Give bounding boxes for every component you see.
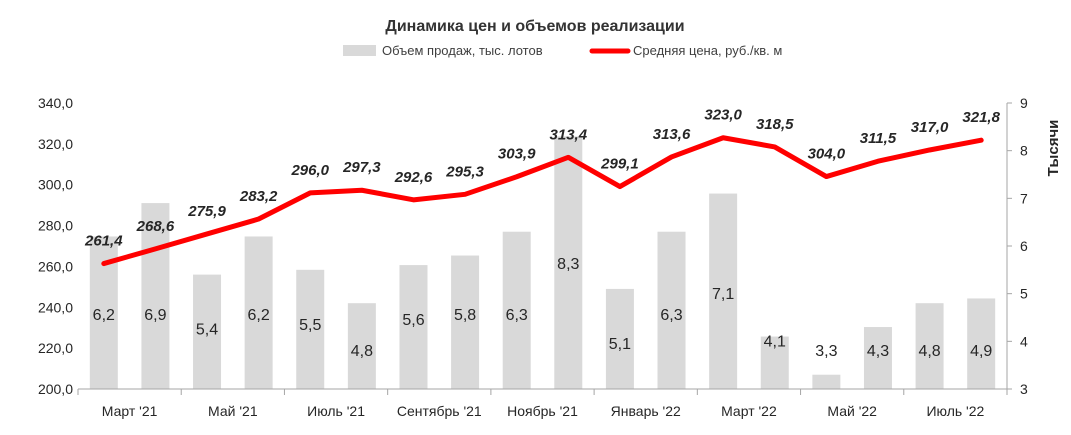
price-value-label: 268,6	[136, 218, 175, 235]
price-value-label: 311,5	[860, 130, 897, 147]
x-tick-label: Июль '21	[307, 403, 365, 419]
price-value-label: 275,9	[187, 203, 226, 220]
price-value-label: 303,9	[498, 146, 536, 163]
bar-6	[399, 265, 428, 389]
bar-value-label: 3,3	[815, 343, 837, 360]
bar-value-label: 5,4	[196, 322, 218, 339]
y-right-tick-label: 5	[1020, 286, 1028, 302]
price-value-label: 295,3	[445, 163, 484, 180]
bar-1	[141, 203, 170, 389]
x-tick-label: Сентябрь '21	[397, 403, 482, 419]
price-value-label: 313,6	[653, 126, 691, 143]
y-left-tick-label: 340,0	[38, 95, 73, 111]
bar-3	[244, 236, 273, 389]
bar-4	[296, 269, 325, 389]
price-value-label: 318,5	[756, 116, 794, 133]
price-value-label: 296,0	[290, 162, 329, 179]
bar-9	[554, 136, 583, 389]
bar-11	[657, 231, 686, 389]
bar-value-label: 4,3	[867, 343, 889, 360]
bar-12	[709, 193, 738, 389]
bar-value-label: 7,1	[712, 286, 734, 303]
bar-13	[760, 336, 789, 389]
price-value-label: 323,0	[704, 107, 742, 124]
y-left-tick-label: 200,0	[38, 381, 73, 397]
bar-10	[605, 288, 634, 389]
bar-7	[451, 255, 480, 389]
bar-value-label: 6,3	[506, 307, 528, 324]
y-right-tick-label: 9	[1020, 95, 1028, 111]
bar-value-label: 4,8	[351, 343, 373, 360]
y-right-tick-label: 7	[1020, 190, 1028, 206]
bar-5	[347, 303, 376, 389]
bar-value-label: 4,9	[970, 343, 992, 360]
x-tick-label: Март '22	[721, 403, 777, 419]
price-value-label: 292,6	[394, 169, 433, 186]
y-left-tick-label: 300,0	[38, 177, 73, 193]
y-right-tick-label: 4	[1020, 333, 1028, 349]
bar-value-label: 5,8	[454, 307, 476, 324]
bar-value-label: 6,3	[660, 307, 682, 324]
x-tick-label: Март '21	[102, 403, 158, 419]
y-left-tick-label: 280,0	[38, 218, 73, 234]
bar-value-label: 8,3	[557, 256, 579, 273]
bar-value-label: 4,1	[764, 334, 786, 351]
bar-14	[812, 374, 841, 389]
legend: Объем продаж, тыс. лотов Средняя цена, ру…	[343, 43, 782, 58]
price-value-label: 313,4	[550, 126, 588, 143]
bar-8	[502, 231, 531, 389]
legend-label-price: Средняя цена, руб./кв. м	[633, 43, 782, 58]
bar-15	[863, 327, 892, 389]
bar-value-label: 4,8	[918, 343, 940, 360]
y-right-tick-label: 6	[1020, 238, 1028, 254]
y-right-axis-title: Тысячи	[1045, 120, 1062, 177]
legend-label-volume: Объем продаж, тыс. лотов	[382, 43, 543, 58]
y-left-tick-label: 260,0	[38, 258, 73, 274]
bar-value-label: 5,6	[402, 312, 424, 329]
x-tick-label: Январь '22	[611, 403, 681, 419]
bar-value-label: 6,9	[144, 307, 166, 324]
x-tick-label: Май '21	[208, 403, 258, 419]
price-value-label: 297,3	[342, 159, 381, 176]
y-right-tick-label: 3	[1020, 381, 1028, 397]
bar-value-label: 6,2	[248, 307, 270, 324]
y-left-tick-label: 320,0	[38, 136, 73, 152]
y-right-tick-label: 8	[1020, 143, 1028, 159]
bar-labels: 6,2 6,9 5,4 6,2 5,5 4,8 5,6 5,8 6,3 8,3 5,1 6,3 7,1 4…	[93, 256, 993, 360]
axes: 200,0 220,0 240,0 260,0 280,0 300,0 320,0 340,0…	[38, 95, 1062, 419]
line-labels: 261,4 268,6 275,9 283,2 296,0 297,3 292,6 295,3…	[84, 107, 1001, 250]
price-value-label: 304,0	[808, 146, 846, 163]
bar-17	[967, 298, 996, 389]
chart-title: Динамика цен и объемов реализации	[385, 18, 684, 35]
legend-swatch-volume	[343, 45, 376, 56]
x-tick-label: Май '22	[827, 403, 877, 419]
price-value-label: 299,1	[600, 156, 639, 173]
price-value-label: 321,8	[962, 109, 1000, 126]
x-tick-label: Июль '22	[926, 403, 984, 419]
price-value-label: 283,2	[239, 188, 278, 205]
bar-16	[915, 303, 944, 389]
x-tick-label: Ноябрь '21	[507, 403, 578, 419]
y-left-tick-label: 220,0	[38, 340, 73, 356]
price-value-label: 317,0	[911, 119, 949, 136]
bar-value-label: 5,1	[609, 336, 631, 353]
y-left-tick-label: 240,0	[38, 299, 73, 315]
price-line	[101, 135, 984, 267]
bar-series	[89, 136, 996, 389]
bar-value-label: 5,5	[299, 317, 321, 334]
line-series	[101, 135, 984, 267]
price-value-label: 261,4	[84, 233, 123, 250]
bar-2	[193, 274, 222, 389]
bar-value-label: 6,2	[93, 307, 115, 324]
